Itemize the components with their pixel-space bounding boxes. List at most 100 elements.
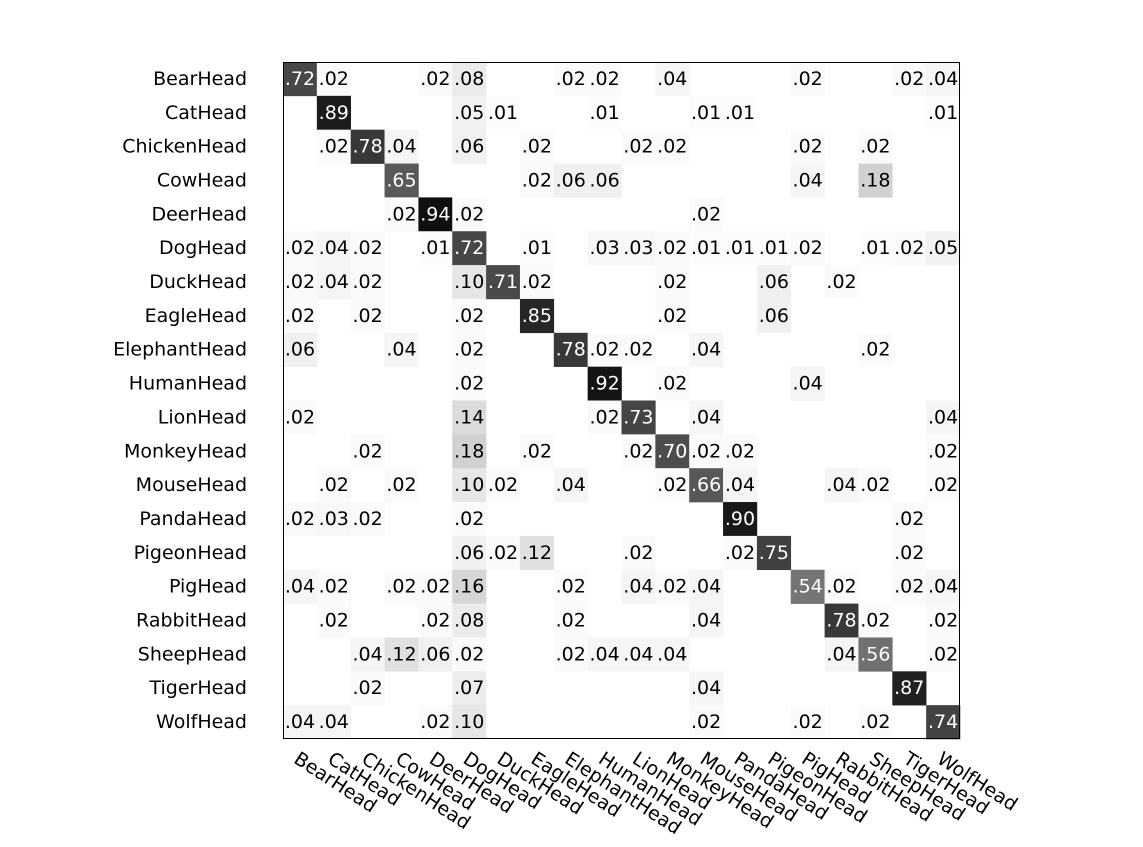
row-label-chickenhead: ChickenHead bbox=[122, 136, 247, 158]
cell-value-sheephead-elephanthead: .02 bbox=[556, 643, 586, 665]
cell-doghead-pighead bbox=[790, 231, 825, 266]
cell-rabbithead-doghead bbox=[452, 603, 487, 638]
cell-value-monkeyhead-chickenhead: .02 bbox=[353, 440, 383, 462]
cell-monkeyhead-pandahead bbox=[723, 434, 758, 469]
cell-value-pighead-deerhead: .02 bbox=[420, 576, 450, 598]
cell-value-mousehead-pandahead: .04 bbox=[725, 474, 755, 496]
cell-elephanthead-doghead bbox=[452, 332, 487, 367]
cell-value-bearhead-cathead: .02 bbox=[319, 68, 349, 90]
cell-mousehead-duckhead bbox=[486, 468, 521, 503]
cell-wolfhead-doghead bbox=[452, 705, 487, 740]
cell-doghead-pigeonhead bbox=[756, 231, 792, 266]
cell-mousehead-cathead bbox=[316, 468, 351, 503]
cell-eaglehead-pigeonhead bbox=[756, 298, 792, 334]
column-tick-labels: BearHeadCatHeadChickenHeadCowHeadDeerHea… bbox=[290, 747, 1021, 839]
cell-lionhead-humanhead bbox=[587, 400, 622, 435]
cell-value-mousehead-cowhead: .02 bbox=[386, 474, 416, 496]
cell-rabbithead-rabbithead bbox=[824, 603, 859, 638]
cell-pighead-elephanthead bbox=[553, 569, 588, 604]
cell-value-pighead-bearhead: .04 bbox=[285, 576, 315, 598]
cell-value-sheephead-rabbithead: .04 bbox=[826, 643, 856, 665]
cell-value-mousehead-wolfhead: .02 bbox=[928, 474, 958, 496]
cell-value-cathead-pandahead: .01 bbox=[725, 102, 755, 124]
cell-value-wolfhead-cathead: .04 bbox=[319, 711, 349, 733]
cell-mousehead-sheephead bbox=[858, 468, 893, 503]
cell-lionhead-doghead bbox=[452, 400, 487, 435]
cell-value-monkeyhead-monkeyhead: .70 bbox=[657, 440, 687, 462]
cell-value-wolfhead-pighead: .02 bbox=[793, 711, 823, 733]
cell-value-lionhead-doghead: .14 bbox=[454, 406, 484, 428]
cell-value-chickenhead-chickenhead: .78 bbox=[353, 136, 383, 158]
row-label-bearhead: BearHead bbox=[153, 68, 247, 90]
row-label-doghead: DogHead bbox=[159, 237, 247, 259]
cell-tigerhead-mousehead bbox=[689, 671, 724, 706]
cell-rabbithead-elephanthead bbox=[553, 603, 588, 638]
cell-value-duckhead-pigeonhead: .06 bbox=[759, 271, 789, 293]
cell-value-bearhead-elephanthead: .02 bbox=[556, 68, 586, 90]
cell-monkeyhead-eaglehead bbox=[519, 434, 555, 469]
cell-doghead-doghead bbox=[452, 231, 487, 266]
cell-value-rabbithead-cathead: .02 bbox=[319, 610, 349, 632]
cell-sheephead-lionhead bbox=[621, 637, 656, 672]
cell-bearhead-cathead bbox=[316, 62, 351, 97]
cell-duckhead-duckhead bbox=[486, 265, 521, 300]
cell-pighead-cathead bbox=[316, 569, 351, 604]
cell-cowhead-pighead bbox=[790, 163, 825, 198]
cell-pigeonhead-lionhead bbox=[621, 535, 656, 571]
cell-value-doghead-bearhead: .02 bbox=[285, 237, 315, 259]
cell-value-pighead-monkeyhead: .02 bbox=[657, 576, 687, 598]
cell-value-duckhead-doghead: .10 bbox=[454, 271, 484, 293]
cell-pighead-rabbithead bbox=[824, 569, 859, 604]
cell-value-deerhead-cowhead: .02 bbox=[386, 203, 416, 225]
cell-value-lionhead-wolfhead: .04 bbox=[928, 406, 958, 428]
cell-value-elephanthead-humanhead: .02 bbox=[589, 339, 619, 361]
cell-value-cathead-cathead: .89 bbox=[319, 102, 349, 124]
cell-value-pandahead-tigerhead: .02 bbox=[894, 508, 924, 530]
cell-value-pigeonhead-duckhead: .02 bbox=[488, 542, 518, 564]
cell-value-duckhead-rabbithead: .02 bbox=[826, 271, 856, 293]
cell-rabbithead-sheephead bbox=[858, 603, 893, 638]
cell-bearhead-monkeyhead bbox=[655, 62, 690, 97]
cell-value-elephanthead-bearhead: .06 bbox=[285, 339, 315, 361]
cell-sheephead-deerhead bbox=[418, 637, 453, 672]
cell-value-wolfhead-sheephead: .02 bbox=[860, 711, 890, 733]
cell-value-cowhead-pighead: .04 bbox=[793, 169, 823, 191]
cell-value-humanhead-monkeyhead: .02 bbox=[657, 373, 687, 395]
cell-sheephead-cowhead bbox=[384, 637, 419, 672]
cell-value-pigeonhead-eaglehead: .12 bbox=[522, 542, 552, 564]
cell-value-chickenhead-monkeyhead: .02 bbox=[657, 136, 687, 158]
cell-pigeonhead-eaglehead bbox=[519, 535, 555, 571]
cell-bearhead-deerhead bbox=[418, 62, 453, 97]
cell-value-duckhead-duckhead: .71 bbox=[488, 271, 518, 293]
cell-elephanthead-cowhead bbox=[384, 332, 419, 367]
cell-doghead-bearhead bbox=[283, 231, 318, 266]
row-label-lionhead: LionHead bbox=[158, 406, 247, 428]
cell-value-doghead-cathead: .04 bbox=[319, 237, 349, 259]
cell-value-pighead-rabbithead: .02 bbox=[826, 576, 856, 598]
cell-pandahead-pandahead bbox=[723, 502, 758, 537]
cell-mousehead-doghead bbox=[452, 468, 487, 503]
cell-value-rabbithead-rabbithead: .78 bbox=[826, 610, 856, 632]
cell-value-cowhead-humanhead: .06 bbox=[589, 169, 619, 191]
cell-value-elephanthead-doghead: .02 bbox=[454, 339, 484, 361]
cell-deerhead-deerhead bbox=[418, 197, 453, 232]
row-label-cowhead: CowHead bbox=[157, 169, 247, 191]
plot-frame bbox=[283, 62, 960, 739]
cell-value-pighead-cowhead: .02 bbox=[386, 576, 416, 598]
cell-pighead-deerhead bbox=[418, 569, 453, 604]
cell-value-chickenhead-doghead: .06 bbox=[454, 136, 484, 158]
row-label-monkeyhead: MonkeyHead bbox=[124, 440, 247, 462]
cell-value-bearhead-humanhead: .02 bbox=[589, 68, 619, 90]
cell-bearhead-doghead bbox=[452, 62, 487, 97]
cell-value-sheephead-cowhead: .12 bbox=[386, 643, 416, 665]
row-label-duckhead: DuckHead bbox=[149, 271, 247, 293]
cell-value-pandahead-chickenhead: .02 bbox=[353, 508, 383, 530]
cell-value-monkeyhead-wolfhead: .02 bbox=[928, 440, 958, 462]
row-label-rabbithead: RabbitHead bbox=[136, 610, 247, 632]
cell-monkeyhead-mousehead bbox=[689, 434, 724, 469]
row-label-cathead: CatHead bbox=[165, 102, 247, 124]
cell-pandahead-bearhead bbox=[283, 502, 318, 537]
cell-value-tigerhead-doghead: .07 bbox=[454, 677, 484, 699]
cell-pigeonhead-pigeonhead bbox=[756, 535, 792, 571]
